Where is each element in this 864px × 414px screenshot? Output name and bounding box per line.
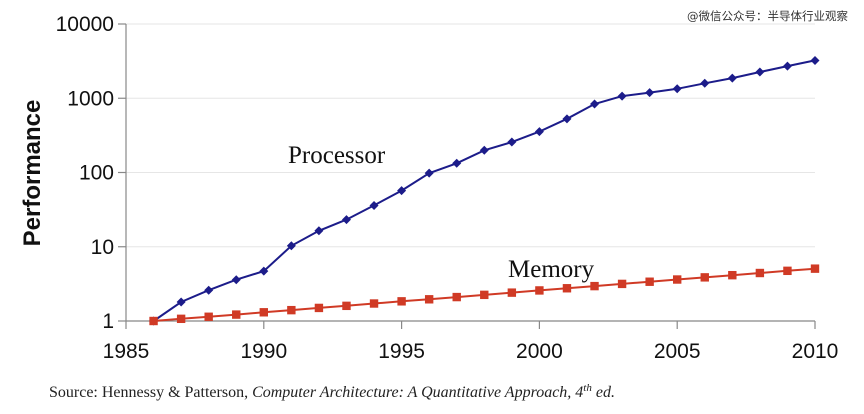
processor-point [231, 275, 241, 285]
processor-point [259, 266, 269, 276]
series-label-processor: Processor [288, 142, 386, 169]
x-tick-label: 1995 [378, 340, 425, 363]
y-tick-label: 1000 [67, 87, 114, 110]
source-title: Computer Architecture: A Quantitative Ap… [252, 384, 583, 401]
memory-point [645, 277, 654, 286]
x-tick-label: 1990 [240, 340, 287, 363]
memory-point [617, 279, 627, 289]
memory-point [507, 288, 517, 297]
memory-point [314, 303, 324, 313]
processor-point [782, 61, 792, 71]
processor-point [700, 78, 710, 88]
memory-point [535, 286, 544, 295]
processor-point [397, 186, 407, 196]
memory-point [728, 270, 737, 280]
memory-point [700, 273, 709, 282]
x-tick-label: 2000 [516, 340, 563, 363]
processor-point [176, 297, 186, 307]
memory-point [783, 266, 792, 276]
memory-point [176, 314, 186, 324]
x-tick-label: 2010 [792, 340, 839, 363]
processor-point [452, 158, 462, 168]
processor-point [810, 55, 820, 65]
memory-point [755, 268, 765, 278]
processor-point [286, 241, 296, 251]
processor-point [507, 137, 517, 147]
y-tick-label: 10000 [56, 13, 114, 36]
processor-point [479, 145, 489, 155]
source-caption: Source: Hennessy & Patterson, Computer A… [49, 382, 615, 401]
memory-point [480, 290, 489, 300]
y-tick-label: 100 [79, 162, 114, 185]
series-label-memory: Memory [508, 256, 595, 283]
processor-point [727, 73, 737, 83]
y-tick-label: 1 [102, 310, 114, 333]
y-axis-title: Performance [19, 100, 46, 247]
series-layer [149, 55, 820, 326]
y-tick-label: 10 [91, 236, 114, 259]
processor-point [341, 215, 351, 225]
memory-point [287, 305, 296, 315]
x-axis-ticks: 1985 1990 1995 2000 2005 2010 [103, 321, 839, 363]
memory-point [342, 301, 351, 311]
x-tick-label: 1985 [103, 340, 150, 363]
memory-point [259, 308, 268, 317]
processor-point [369, 200, 379, 210]
processor-point [424, 168, 434, 178]
memory-point [424, 295, 434, 304]
processor-point [314, 226, 324, 236]
processor-point [204, 285, 214, 295]
processor-point [672, 84, 682, 94]
processor-point [755, 67, 765, 77]
processor-point [590, 99, 600, 109]
processor-point [617, 91, 627, 101]
memory-point [149, 316, 158, 326]
memory-point [232, 310, 241, 319]
memory-point [452, 292, 461, 302]
watermark-text: @微信公众号：半导体行业观察 [687, 9, 848, 23]
processor-line [153, 59, 816, 322]
source-superscript: th [583, 382, 592, 394]
source-suffix: ed. [592, 384, 615, 401]
memory-point [810, 264, 820, 273]
y-axis-ticks: 1 10 100 1000 10000 [56, 13, 126, 333]
series-processor [149, 55, 820, 326]
x-tick-label: 2005 [654, 340, 701, 363]
processor-point [534, 127, 544, 137]
memory-point [397, 297, 406, 306]
memory-point [590, 281, 599, 291]
series-memory [149, 264, 820, 326]
memory-point [673, 275, 682, 284]
source-prefix: Source: Hennessy & Patterson, [49, 384, 252, 401]
y-gridlines [126, 23, 815, 248]
memory-point [562, 284, 572, 293]
processor-point [562, 114, 572, 124]
processor-point [645, 88, 655, 98]
memory-point [204, 312, 213, 321]
memory-point [369, 299, 379, 308]
